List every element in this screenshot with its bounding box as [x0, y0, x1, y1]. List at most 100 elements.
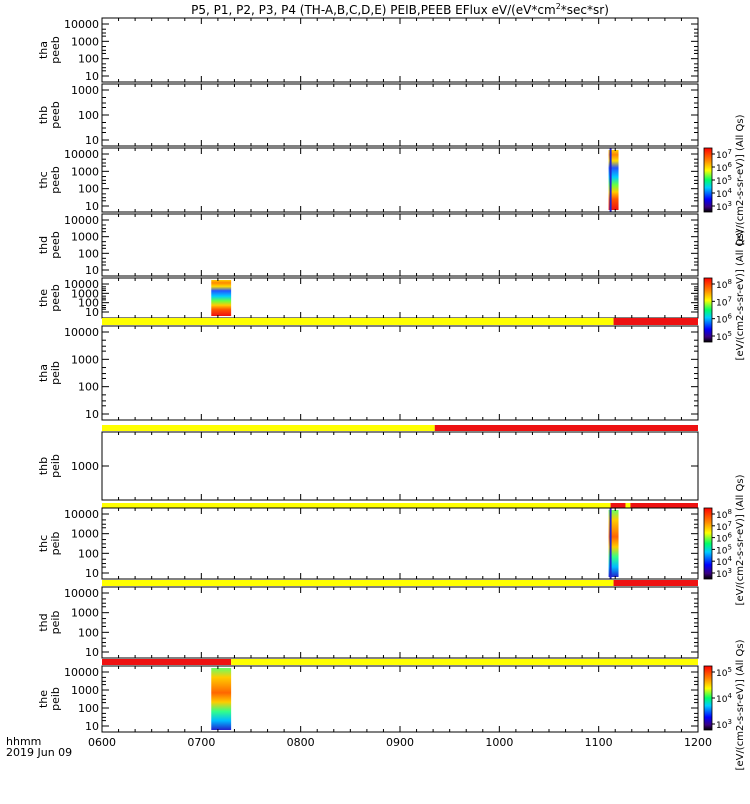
panel-probe-label: tha [37, 364, 50, 382]
y-tick-label: 10000 [64, 508, 99, 521]
panel-instrument-label: peeb [49, 166, 62, 194]
colorbar-label: [eV/(cm2-s-sr-eV)] (All Qs) [735, 639, 746, 770]
panel-frame [101, 665, 699, 733]
colorbar-tick-label: 107 [716, 295, 732, 308]
colorbar-tick-exp: 3 [727, 718, 731, 726]
panel-frame [101, 17, 699, 83]
colorbar-tick-exp: 8 [727, 278, 731, 286]
y-tick-label: 1000 [71, 231, 99, 244]
x-tick-label: 1000 [485, 736, 513, 749]
colorbar-tick-label: 105 [716, 330, 732, 343]
panel-thc-peib: 10000 1000 100 10 thc peib [37, 503, 699, 580]
x-tick-label: 0700 [187, 736, 215, 749]
colorbar-tick-label: 105 [716, 666, 732, 679]
x-tick-label: 0600 [88, 736, 116, 749]
title-tail: *sec*sr) [561, 3, 609, 17]
colorbar-tick-exp: 3 [727, 200, 731, 208]
colorbar-tick-exp: 8 [727, 508, 731, 516]
colorbar-tick-base: 10 [716, 535, 728, 545]
colorbar-tick-label: 103 [716, 200, 732, 213]
y-tick-label: 10000 [64, 214, 99, 227]
panel-thc-peeb: 10000 1000 100 10 thc peeb [37, 147, 699, 213]
y-tick-label: 1000 [71, 287, 99, 300]
panel-tha-peib: 10000 1000 100 10 tha peib [37, 318, 699, 421]
title-main: P5, P1, P2, P3, P4 (TH-A,B,C,D,E) PEIB,P… [191, 3, 556, 17]
y-tick-label: 100 [78, 702, 99, 715]
x-tick-label: 0800 [287, 736, 315, 749]
colorbar-tick-base: 10 [716, 298, 728, 308]
colorbar-tick-base: 10 [716, 721, 728, 731]
colorbar-tick-base: 10 [716, 511, 728, 521]
mode-bar-segment [102, 580, 614, 586]
colorbar-tick-base: 10 [716, 558, 728, 568]
panel-probe-label: tha [37, 41, 50, 59]
colorbar-tick-label: 104 [716, 555, 732, 568]
y-tick-label: 100 [78, 626, 99, 639]
mode-bar-segment [102, 659, 232, 665]
colorbar-tick-base: 10 [716, 164, 728, 174]
colorbar-label: [eV/(cm2-s-sr-eV)] (All Qs) [735, 114, 746, 245]
colorbar-tick-label: 106 [716, 313, 732, 326]
colorbar-tick-exp: 7 [727, 148, 731, 156]
panel-probe-label: thd [37, 236, 50, 254]
panel-probe-label: thb [37, 106, 50, 124]
colorbar-tick-base: 10 [716, 190, 728, 200]
colorbar-tick-label: 106 [716, 161, 732, 174]
panel-probe-label: thb [37, 457, 50, 475]
colorbar-tick-exp: 5 [727, 174, 731, 182]
mode-bar-segment [613, 580, 698, 586]
colorbar-tick-base: 10 [716, 177, 728, 187]
colorbar-gradient [703, 507, 713, 580]
mode-bar-segment [610, 503, 626, 508]
mode-bar-segment [102, 318, 614, 325]
colorbar-tick-exp: 6 [727, 313, 732, 321]
colorbar-tick-exp: 5 [727, 330, 731, 338]
panel-frame [101, 213, 699, 277]
colorbar-tick-label: 103 [716, 567, 732, 580]
y-tick-label: 1000 [71, 35, 99, 48]
y-tick-label: 10 [85, 567, 99, 580]
y-tick-label: 10 [85, 70, 99, 83]
colorbar-tick-label: 106 [716, 532, 732, 545]
panel-frame [101, 586, 699, 659]
spectrum-block [608, 510, 619, 577]
colorbar-tick-exp: 5 [727, 543, 731, 551]
y-tick-label: 100 [78, 547, 99, 560]
colorbar-tick-exp: 4 [727, 692, 732, 700]
y-tick-label: 10000 [64, 18, 99, 31]
panel-thb-peib: 1000 thb peib [37, 425, 699, 501]
colorbar-tick-exp: 4 [727, 187, 732, 195]
y-tick-label: 1000 [71, 460, 99, 473]
colorbar-tick-base: 10 [716, 546, 728, 556]
mode-bar-segment [434, 425, 698, 431]
panel-frame [101, 325, 699, 421]
spectrum-block [608, 150, 619, 210]
mode-bar-segment [613, 318, 698, 325]
colorbar-tick-base: 10 [716, 151, 728, 161]
colorbar-label: [eV/(cm2-s-sr-eV)] (All Qs) [735, 474, 746, 605]
y-tick-label: 10 [85, 646, 99, 659]
chart-title: P5, P1, P2, P3, P4 (TH-A,B,C,D,E) PEIB,P… [191, 2, 609, 17]
y-tick-label: 10 [85, 720, 99, 733]
colorbar-label: [eV/(cm2-s-sr-eV)] (All Qs) [735, 229, 746, 360]
mode-bar-segment [102, 503, 611, 508]
y-tick-label: 100 [78, 183, 99, 196]
spectrum-block [211, 668, 232, 730]
colorbar-tick-base: 10 [716, 523, 728, 533]
colorbar-tick-base: 10 [716, 281, 728, 291]
panel-tha-peeb: 10000 1000 100 10 tha peeb [37, 17, 699, 83]
colorbar-tick-base: 10 [716, 695, 728, 705]
y-tick-label: 1000 [71, 607, 99, 620]
panel-probe-label: thd [37, 613, 50, 631]
panel-instrument-label: peeb [49, 101, 62, 129]
y-tick-label: 100 [78, 109, 99, 122]
colorbar-gradient [703, 277, 713, 343]
y-tick-label: 10 [85, 264, 99, 277]
y-tick-label: 10 [85, 200, 99, 213]
panel-probe-label: the [37, 690, 50, 708]
colorbar-tick-exp: 7 [727, 295, 731, 303]
panel-instrument-label: peib [49, 532, 62, 556]
